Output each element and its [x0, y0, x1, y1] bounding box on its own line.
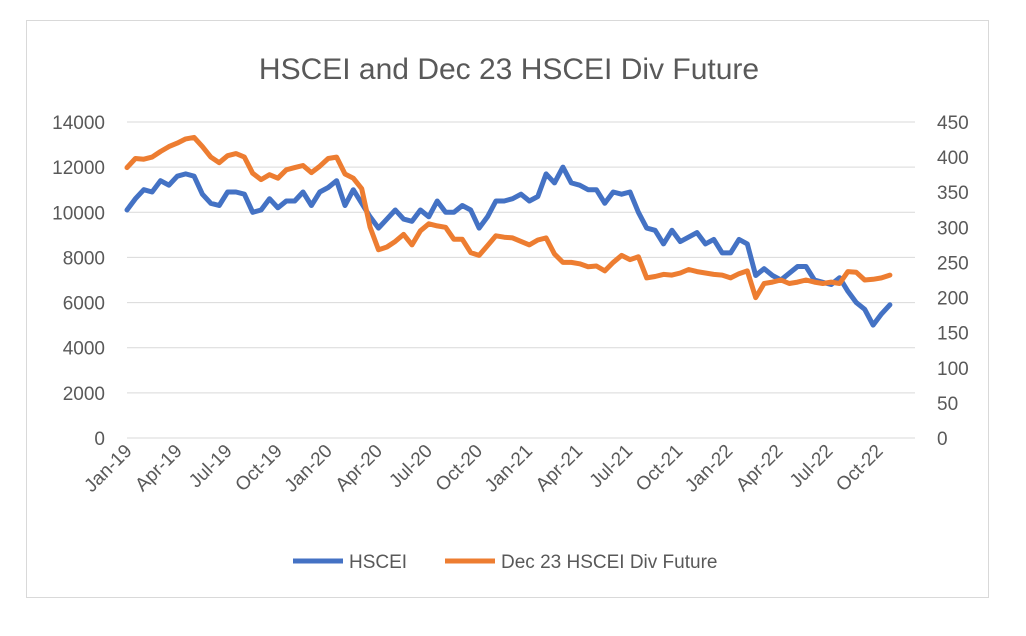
legend-label: HSCEI: [349, 552, 407, 573]
y-right-tick-label: 150: [937, 324, 969, 345]
x-tick-label: Apr-22: [732, 441, 787, 496]
series-line-2: [124, 134, 893, 301]
legend-label: Dec 23 HSCEI Div Future: [501, 552, 717, 573]
x-tick-label: Jan-21: [481, 441, 537, 497]
x-tick-label: Oct-22: [832, 441, 887, 496]
y-axis-right: 450 400 350 300 250 200 150 100 50 0: [937, 113, 969, 450]
x-tick-label: Oct-21: [632, 441, 687, 496]
x-tick-label: Apr-21: [532, 441, 587, 496]
y-right-tick-label: 0: [937, 429, 948, 450]
chart-title: HSCEI and Dec 23 HSCEI Div Future: [259, 53, 759, 86]
legend: HSCEI Dec 23 HSCEI Div Future: [293, 552, 717, 573]
series-line-1: [124, 164, 893, 328]
y-left-tick-label: 0: [94, 429, 105, 450]
y-right-tick-label: 300: [937, 218, 969, 239]
chart: HSCEI and Dec 23 HSCEI Div Future 140001…: [52, 53, 969, 573]
y-right-tick-label: 350: [937, 183, 969, 204]
x-tick-label: Jul-19: [185, 441, 236, 492]
y-right-tick-label: 100: [937, 359, 969, 380]
x-tick-label: Jul-21: [586, 441, 637, 492]
y-left-tick-label: 10000: [52, 203, 105, 224]
y-left-tick-label: 2000: [63, 384, 105, 405]
y-axis-left: 14000 12000 10000 8000 6000 4000 2000 0: [52, 113, 105, 450]
y-right-tick-label: 50: [937, 394, 958, 415]
chart-frame: HSCEI and Dec 23 HSCEI Div Future 14000 1…: [26, 20, 989, 598]
x-tick-label: Jan-22: [681, 441, 737, 497]
y-left-tick-label: 12000: [52, 158, 105, 179]
y-left-tick-label: 14000: [52, 113, 105, 134]
x-tick-label: Jan-20: [281, 441, 337, 497]
y-right-tick-label: 250: [937, 253, 969, 274]
y-right-tick-label: 400: [937, 148, 969, 169]
y-right-tick-label: 200: [937, 289, 969, 310]
y-left-tick-label: 8000: [63, 248, 105, 269]
x-tick-label: Apr-19: [131, 441, 186, 496]
series-lines: [124, 134, 893, 328]
y-left-tick-label: 4000: [63, 339, 105, 360]
x-tick-label: Jan-19: [81, 441, 137, 497]
x-tick-label: Oct-19: [232, 441, 287, 496]
x-tick-label: Apr-20: [332, 441, 387, 496]
x-axis: Jan-19Apr-19Jul-19Oct-19Jan-20Apr-20Jul-…: [81, 441, 888, 497]
x-tick-label: Jul-22: [786, 441, 837, 492]
y-left-tick-label: 6000: [63, 294, 105, 315]
x-tick-label: Oct-20: [432, 441, 487, 496]
y-right-tick-label: 450: [937, 113, 969, 134]
x-tick-label: Jul-20: [385, 441, 436, 492]
